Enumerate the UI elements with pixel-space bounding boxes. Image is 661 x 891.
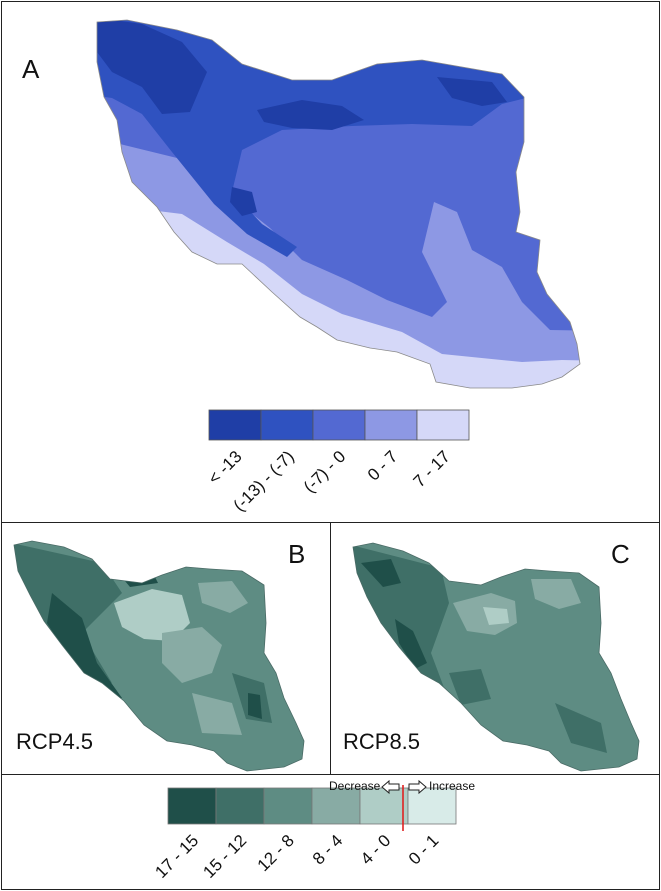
legend-bc-swatch: [407, 787, 457, 825]
panel-b: B RCP4.5: [1, 522, 331, 775]
increase-arrow-icon: [408, 779, 427, 795]
map-b-zone-17-15-east: [248, 693, 262, 719]
panel-letter-b: B: [288, 539, 306, 569]
increase-label: Increase: [429, 779, 476, 793]
map-b-zone-8-4-centre: [162, 627, 222, 683]
map-c: [352, 542, 640, 772]
legend-a-swatch: [312, 409, 366, 441]
decrease-label: Decrease: [329, 779, 381, 793]
legend-bc-swatch: [263, 787, 313, 825]
legend-a-swatch: [416, 409, 470, 441]
panel-letter-c: C: [611, 539, 630, 569]
map-b-zone-4-0: [114, 589, 190, 641]
legend-a-swatch: [260, 409, 314, 441]
decrease-arrow-icon: [381, 779, 400, 795]
scenario-label-b: RCP4.5: [16, 729, 94, 754]
map-b-border: [13, 540, 305, 772]
legend-a-swatch: [364, 409, 418, 441]
legend-bc-swatch: [167, 787, 217, 825]
panel-letter-a: A: [22, 54, 40, 84]
map-c-border: [352, 542, 640, 772]
map-b-zone-17-15: [47, 593, 122, 701]
legend-bc: [167, 779, 457, 831]
scenario-label-c: RCP8.5: [343, 729, 421, 754]
legend-a: [208, 409, 470, 441]
map-b-zone-8-4-south: [192, 693, 242, 735]
map-a-zone-lt-neg13-north: [257, 100, 364, 130]
map-c-zone-15-12-south: [449, 669, 491, 705]
map-c-zone-8-4-centre: [453, 593, 517, 635]
map-a-zone-lt-neg13-ne: [437, 77, 507, 106]
map-c-zone-4-0: [483, 607, 509, 625]
map-c-zone-8-4-ne: [531, 579, 581, 609]
legend-bc-swatch: [311, 787, 361, 825]
panel-c: C RCP8.5: [330, 522, 660, 775]
legend-a-swatch: [208, 409, 262, 441]
map-b-zone-8-4-ne: [198, 581, 248, 613]
map-c-zone-17-15-nw: [361, 559, 401, 587]
legend-bc-swatch: [215, 787, 265, 825]
map-a-border: [96, 19, 581, 389]
map-c-zone-17-15-west: [395, 619, 427, 669]
map-c-zone-15-12-se: [555, 703, 607, 753]
map-b: [13, 540, 305, 772]
map-a: [96, 19, 581, 441]
map-a-zone-lt-neg13-centre: [230, 187, 257, 216]
legend-bc-swatch: [359, 787, 409, 825]
map-a-zone-lt-neg13-nw: [97, 20, 207, 114]
